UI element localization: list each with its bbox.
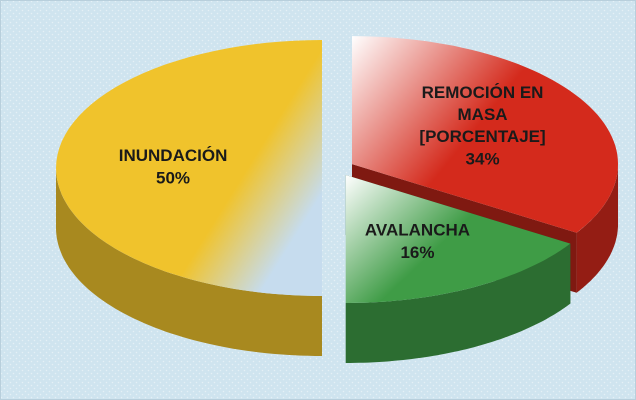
slice-side bbox=[345, 243, 571, 363]
value-label: 50% bbox=[156, 168, 190, 187]
slice-side bbox=[576, 164, 618, 293]
value-label: 34% bbox=[466, 150, 500, 169]
slice bbox=[352, 36, 618, 233]
value-label: 16% bbox=[400, 243, 434, 262]
plot: REMOCIÓN EN MASA [PORCENTAJE] 34% AVALANCHA 1… bbox=[56, 36, 618, 363]
slice-label: AVALANCHA bbox=[365, 221, 470, 240]
slice bbox=[56, 40, 322, 296]
slice bbox=[345, 175, 571, 303]
slice-side bbox=[56, 168, 322, 356]
slice-label: REMOCIÓN EN MASA [PORCENTAJE] bbox=[419, 84, 545, 147]
slice-label: INUNDACIÓN bbox=[119, 146, 228, 165]
